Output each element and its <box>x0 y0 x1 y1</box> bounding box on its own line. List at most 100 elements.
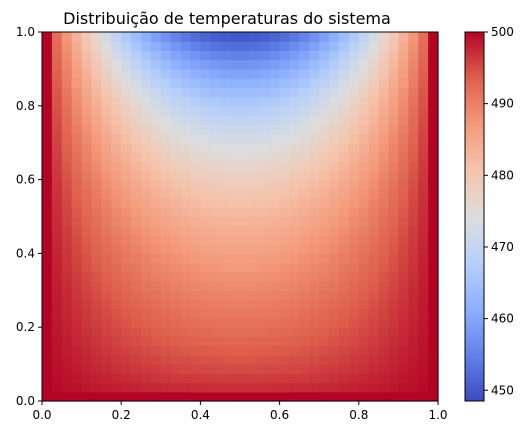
heatmap-cell <box>418 272 429 282</box>
heatmap-cell <box>389 69 400 79</box>
heatmap-cell <box>369 327 380 337</box>
heatmap-cell <box>408 355 419 365</box>
heatmap-cell <box>210 281 221 291</box>
heatmap-cell <box>92 336 103 346</box>
heatmap-cell <box>398 78 409 88</box>
heatmap-cell <box>408 106 419 116</box>
heatmap-cell <box>398 97 409 107</box>
heatmap-cell <box>82 143 93 153</box>
heatmap-cell <box>250 180 261 190</box>
heatmap-cell <box>92 170 103 180</box>
heatmap-cell <box>359 207 370 217</box>
heatmap-cell <box>181 170 192 180</box>
heatmap-cell <box>181 290 192 300</box>
heatmap-cell <box>319 97 330 107</box>
heatmap-cell <box>349 161 360 171</box>
heatmap-cell <box>230 364 241 374</box>
heatmap-cell <box>349 383 360 393</box>
heatmap-cell <box>171 309 182 319</box>
heatmap-cell <box>250 115 261 125</box>
heatmap-cell <box>398 161 409 171</box>
heatmap-cell <box>161 364 172 374</box>
heatmap-cell <box>52 272 63 282</box>
heatmap-cell <box>230 198 241 208</box>
heatmap-cell <box>82 281 93 291</box>
heatmap-cell <box>161 97 172 107</box>
heatmap-cell <box>428 281 439 291</box>
heatmap-cell <box>270 133 281 143</box>
heatmap-cell <box>161 235 172 245</box>
heatmap-cell <box>181 392 192 402</box>
heatmap-cell <box>319 373 330 383</box>
heatmap-cell <box>92 32 103 42</box>
heatmap-cell <box>181 198 192 208</box>
heatmap-cell <box>111 87 122 97</box>
heatmap-cell <box>151 217 162 227</box>
heatmap-cell <box>250 97 261 107</box>
heatmap-cell <box>52 327 63 337</box>
heatmap-cell <box>151 336 162 346</box>
heatmap-cell <box>200 133 211 143</box>
colorbar-tick-label: 490 <box>491 97 514 111</box>
heatmap-cell <box>349 318 360 328</box>
heatmap-cell <box>72 207 83 217</box>
heatmap-cell <box>319 253 330 263</box>
heatmap-cell <box>369 244 380 254</box>
heatmap-cell <box>111 60 122 70</box>
heatmap-cell <box>240 161 251 171</box>
heatmap-cell <box>210 244 221 254</box>
heatmap-cell <box>191 217 202 227</box>
heatmap-cell <box>290 346 301 356</box>
heatmap-cell <box>428 32 439 42</box>
heatmap-cell <box>171 124 182 134</box>
heatmap-cell <box>62 161 73 171</box>
heatmap-cell <box>369 346 380 356</box>
heatmap-cell <box>280 50 291 60</box>
heatmap-cell <box>309 217 320 227</box>
heatmap-cell <box>42 318 53 328</box>
heatmap-cell <box>131 355 142 365</box>
heatmap-cell <box>92 235 103 245</box>
heatmap-cell <box>418 300 429 310</box>
heatmap-cell <box>82 106 93 116</box>
heatmap-cell <box>121 272 132 282</box>
heatmap-cell <box>329 207 340 217</box>
heatmap-cell <box>260 152 271 162</box>
heatmap-cell <box>111 106 122 116</box>
heatmap-cell <box>250 198 261 208</box>
heatmap-cell <box>270 217 281 227</box>
heatmap-cell <box>349 115 360 125</box>
heatmap-cell <box>299 235 310 245</box>
heatmap-cell <box>161 180 172 190</box>
heatmap-cell <box>309 392 320 402</box>
heatmap-cell <box>408 272 419 282</box>
heatmap-cell <box>101 180 112 190</box>
heatmap-cell <box>111 309 122 319</box>
heatmap-cell <box>329 60 340 70</box>
heatmap-cell <box>369 309 380 319</box>
heatmap-cell <box>270 32 281 42</box>
heatmap-cell <box>210 41 221 51</box>
heatmap-cell <box>329 161 340 171</box>
heatmap-cell <box>240 170 251 180</box>
heatmap-cell <box>329 170 340 180</box>
heatmap-cell <box>260 189 271 199</box>
heatmap-cell <box>141 69 152 79</box>
heatmap-cell <box>131 69 142 79</box>
heatmap-cell <box>290 69 301 79</box>
heatmap-cell <box>299 346 310 356</box>
heatmap-cell <box>280 189 291 199</box>
heatmap-cell <box>230 50 241 60</box>
heatmap-cell <box>339 60 350 70</box>
heatmap-cell <box>408 263 419 273</box>
heatmap-cell <box>181 115 192 125</box>
heatmap-cell <box>299 60 310 70</box>
heatmap-cell <box>408 87 419 97</box>
heatmap-cell <box>131 392 142 402</box>
heatmap-cell <box>280 309 291 319</box>
heatmap-cell <box>408 115 419 125</box>
heatmap-cell <box>270 383 281 393</box>
heatmap-cell <box>62 97 73 107</box>
heatmap-cell <box>329 124 340 134</box>
heatmap-cell <box>418 180 429 190</box>
